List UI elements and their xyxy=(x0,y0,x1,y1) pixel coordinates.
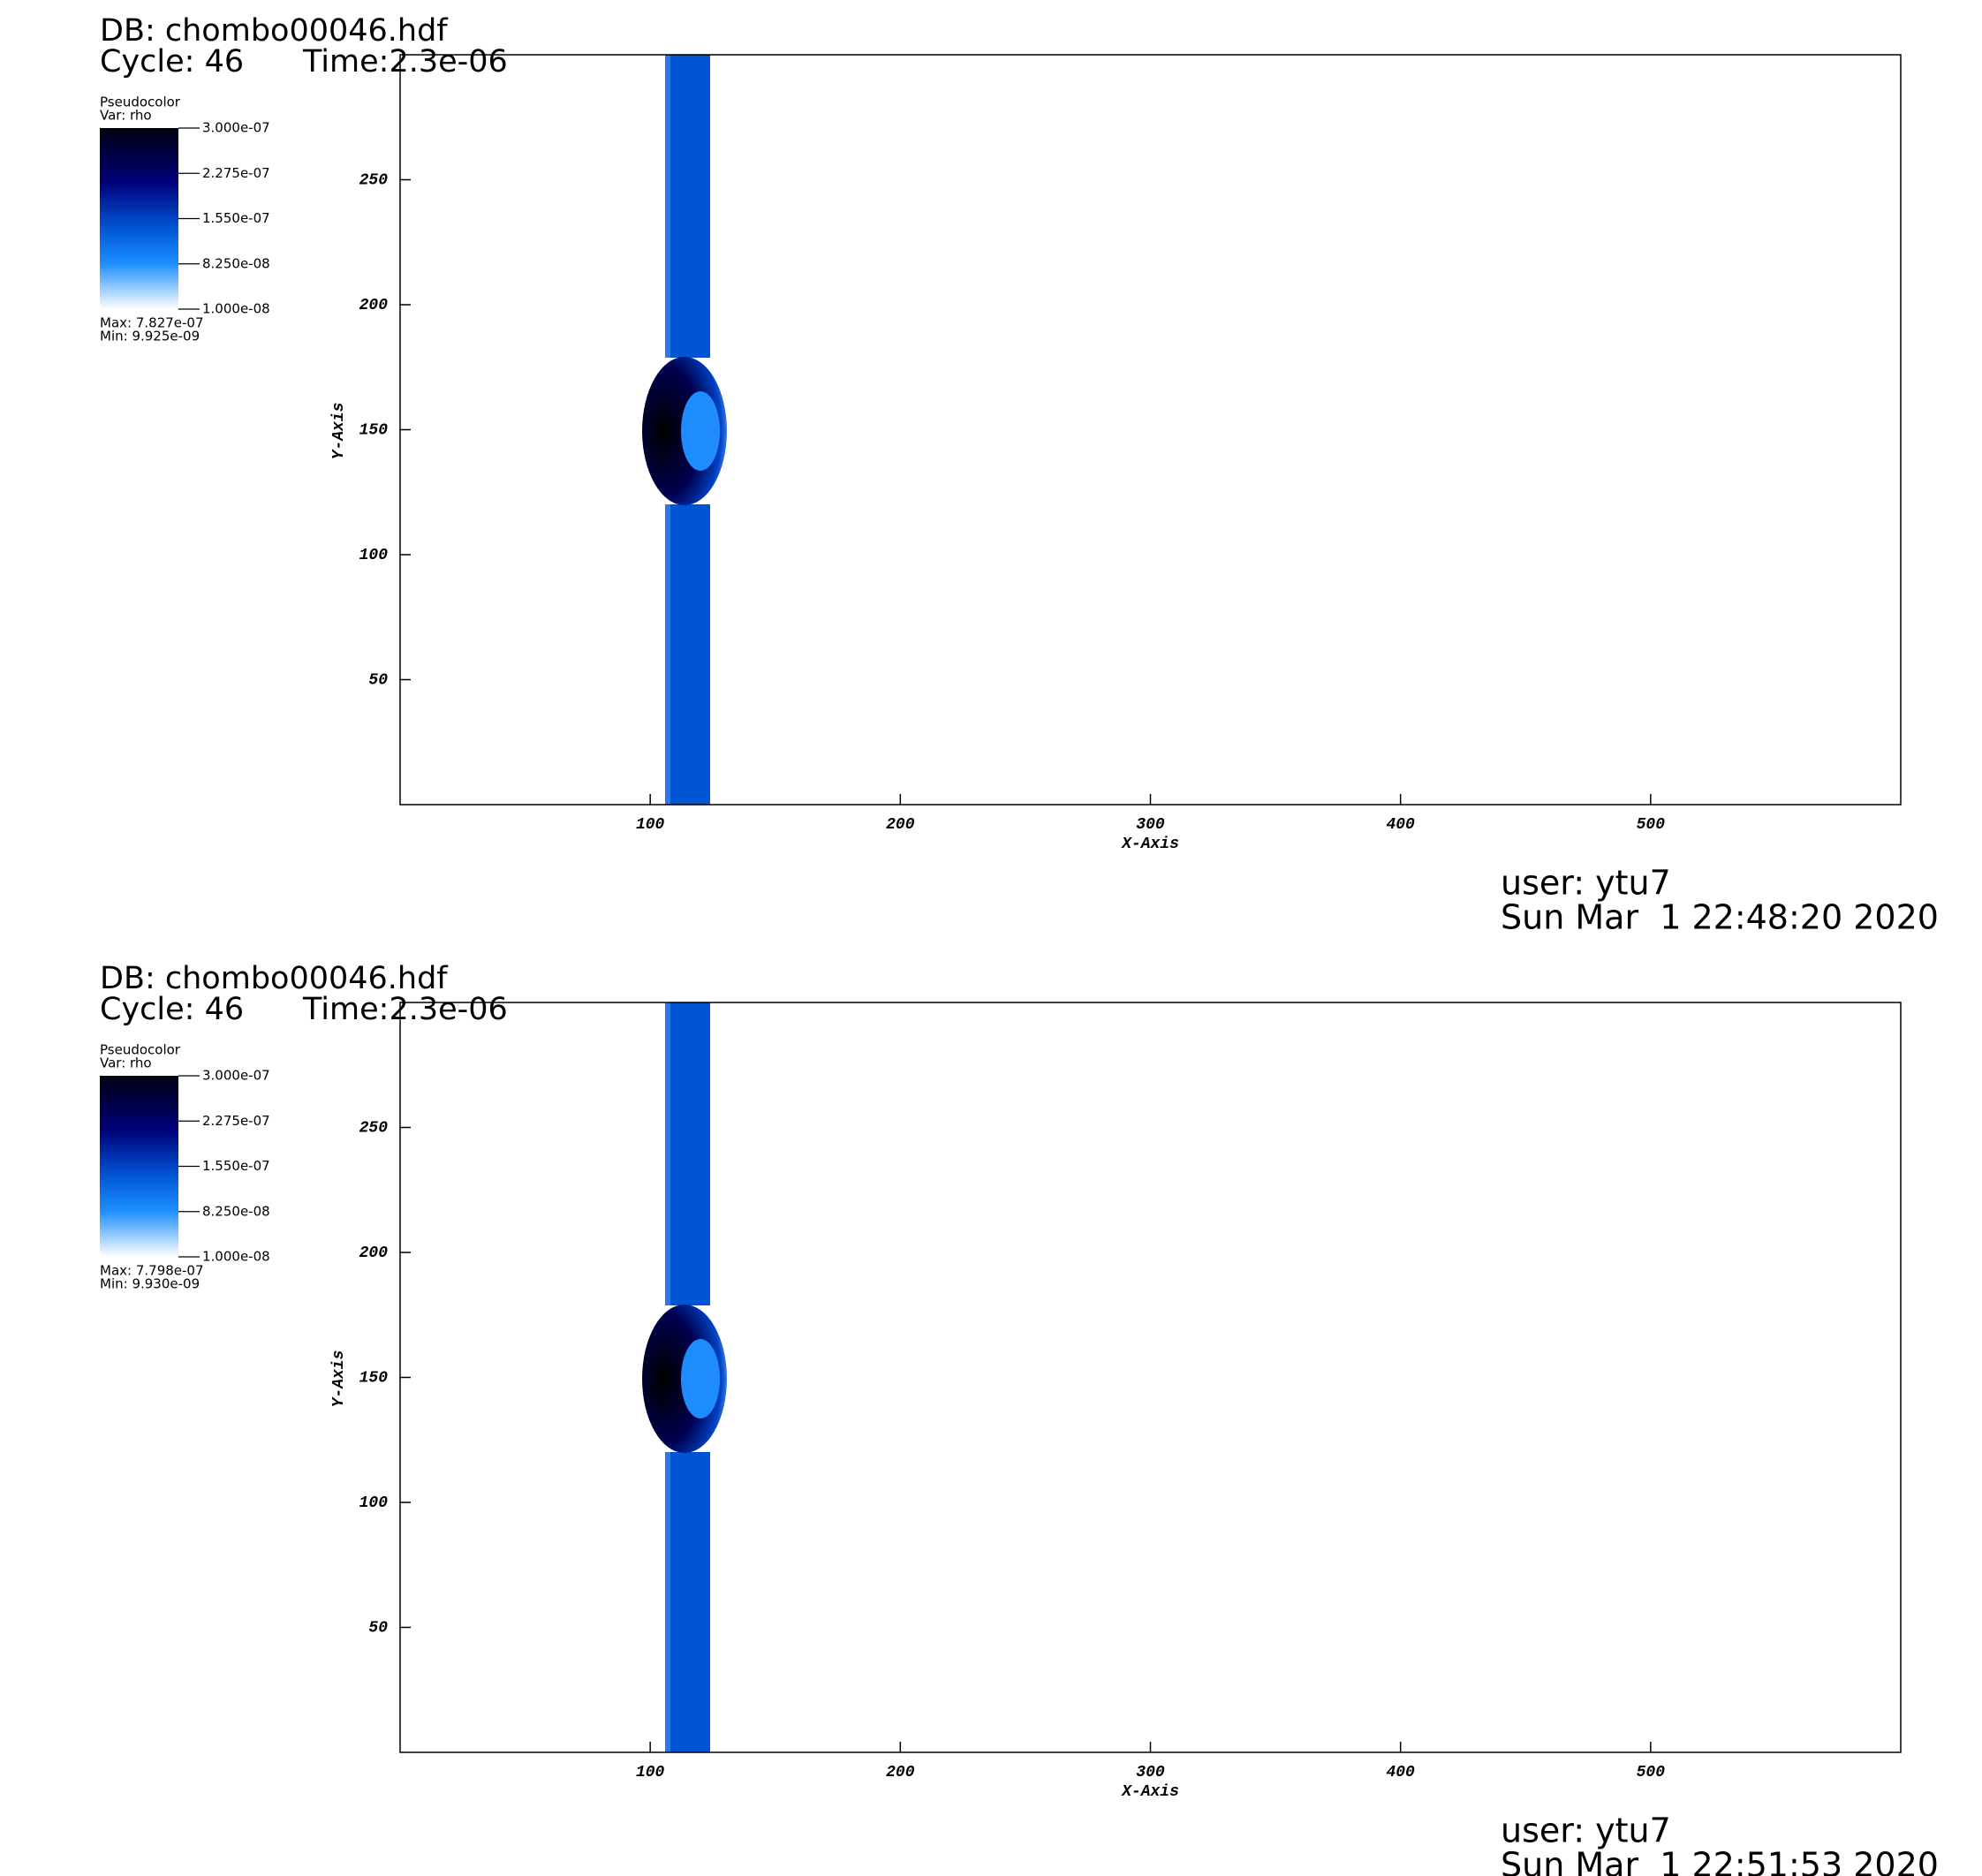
y-tick-label: 250 xyxy=(359,171,389,189)
colorbar-tick-label: 1.550e-07 xyxy=(202,1158,270,1174)
colorbar-tick-label: 1.000e-08 xyxy=(202,301,270,317)
time: Time:2.3e-06 xyxy=(302,992,508,1027)
colorbar xyxy=(100,128,178,309)
plot-name: Pseudocolor xyxy=(100,95,181,110)
colorbar-tick-label: 8.250e-08 xyxy=(202,1203,270,1219)
x-tick-label: 300 xyxy=(1136,1764,1165,1781)
colorbar-tick-label: 8.250e-08 xyxy=(202,255,270,271)
x-tick-label: 300 xyxy=(1136,816,1165,834)
colorbar-tick-label: 3.000e-07 xyxy=(202,120,270,136)
colorbar-tick-label: 3.000e-07 xyxy=(202,1068,270,1084)
y-tick-label: 150 xyxy=(359,421,389,439)
plot-name: Pseudocolor xyxy=(100,1042,181,1058)
x-tick-label: 500 xyxy=(1637,1764,1666,1781)
x-tick-label: 100 xyxy=(636,1764,665,1781)
max-value: Max: 7.798e-07 xyxy=(100,1263,204,1279)
y-axis-title: Y-Axis xyxy=(330,403,348,460)
y-tick-label: 200 xyxy=(359,297,389,314)
cycle: Cycle: 46 xyxy=(100,992,244,1027)
plot-frame xyxy=(399,54,1902,806)
time: Time:2.3e-06 xyxy=(302,44,508,79)
db-name: DB: chombo00046.hdf xyxy=(100,13,448,49)
user: user: ytu7 xyxy=(1501,1812,1671,1850)
max-value: Max: 7.827e-07 xyxy=(100,315,204,331)
colorbar-tick-label: 2.275e-07 xyxy=(202,165,270,181)
x-tick-label: 400 xyxy=(1386,816,1415,834)
x-tick-label: 400 xyxy=(1386,1764,1415,1781)
x-tick-label: 500 xyxy=(1637,816,1666,834)
bubble-core xyxy=(681,1339,720,1418)
y-tick-label: 200 xyxy=(359,1244,389,1262)
x-tick-label: 200 xyxy=(886,1764,915,1781)
y-tick-label: 250 xyxy=(359,1119,389,1137)
cycle: Cycle: 46 xyxy=(100,44,244,79)
date: Sun Mar 1 22:51:53 2020 xyxy=(1501,1846,1939,1876)
colorbar-tick-label: 2.275e-07 xyxy=(202,1113,270,1129)
date: Sun Mar 1 22:48:20 2020 xyxy=(1501,898,1939,937)
db-name: DB: chombo00046.hdf xyxy=(100,961,448,996)
bubble-core xyxy=(681,391,720,471)
colorbar-tick-label: 1.550e-07 xyxy=(202,210,270,226)
x-tick-label: 200 xyxy=(886,816,915,834)
user: user: ytu7 xyxy=(1501,864,1671,903)
colorbar xyxy=(100,1076,178,1257)
variable: Var: rho xyxy=(100,1055,152,1071)
min-value: Min: 9.925e-09 xyxy=(100,329,200,344)
y-tick-label: 150 xyxy=(359,1369,389,1387)
variable: Var: rho xyxy=(100,108,152,124)
y-tick-label: 50 xyxy=(368,671,388,689)
plot-frame xyxy=(399,1002,1902,1753)
y-tick-label: 100 xyxy=(359,1494,389,1512)
y-tick-label: 50 xyxy=(368,1619,388,1637)
y-tick-label: 100 xyxy=(359,547,389,564)
x-tick-label: 100 xyxy=(636,816,665,834)
min-value: Min: 9.930e-09 xyxy=(100,1276,200,1292)
colorbar-tick-label: 1.000e-08 xyxy=(202,1249,270,1265)
y-axis-title: Y-Axis xyxy=(330,1350,348,1408)
x-axis-title: X-Axis xyxy=(1121,836,1179,853)
x-axis-title: X-Axis xyxy=(1121,1783,1179,1801)
